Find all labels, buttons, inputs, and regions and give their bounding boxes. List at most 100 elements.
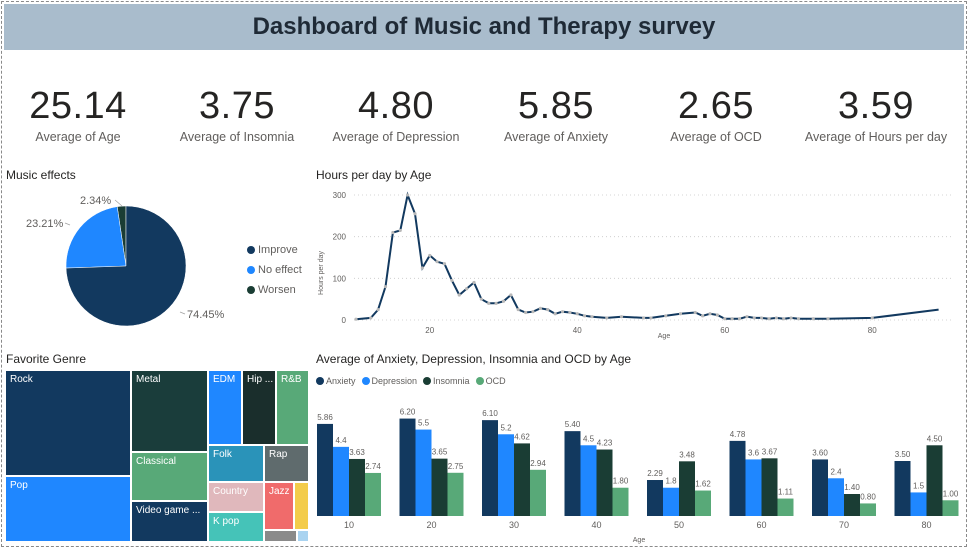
bar-insomnia-20[interactable] [431, 458, 448, 516]
treemap-tile-metal[interactable]: Metal [131, 370, 208, 452]
line-point[interactable] [509, 293, 513, 297]
treemap-tile-rock[interactable]: Rock [5, 370, 131, 476]
treemap-tile-rap[interactable]: Rap [264, 445, 309, 482]
bar-depression-20[interactable] [415, 429, 432, 516]
pie-slice-no-effect[interactable] [65, 206, 127, 269]
line-point[interactable] [782, 317, 786, 321]
bar-anxiety-70[interactable] [812, 459, 828, 516]
music-effects-pie-chart[interactable]: 2.34% 23.21% 74.45% [0, 180, 310, 350]
bar-ocd-10[interactable] [365, 472, 381, 516]
bar-insomnia-40[interactable] [596, 449, 613, 516]
line-point[interactable] [546, 307, 550, 312]
line-point[interactable] [531, 310, 535, 314]
line-point[interactable] [472, 280, 476, 285]
line-point[interactable] [693, 310, 697, 315]
line-point[interactable] [760, 316, 764, 320]
kpi-card-age[interactable]: 25.14 Average of Age [3, 84, 153, 144]
legend-item-insomnia[interactable]: Insomnia [423, 376, 470, 386]
line-point[interactable] [465, 287, 469, 291]
line-point[interactable] [568, 310, 572, 315]
line-point[interactable] [575, 312, 579, 316]
treemap-tile-video-game[interactable]: Video game ... [131, 501, 208, 542]
bar-depression-40[interactable] [580, 445, 597, 516]
bar-insomnia-70[interactable] [844, 494, 860, 516]
line-point[interactable] [487, 301, 491, 305]
line-point[interactable] [516, 307, 520, 312]
bar-ocd-30[interactable] [530, 469, 546, 516]
bar-anxiety-60[interactable] [729, 440, 746, 516]
bar-anxiety-30[interactable] [482, 420, 498, 516]
line-point[interactable] [745, 315, 749, 319]
line-point[interactable] [413, 212, 417, 216]
bar-ocd-50[interactable] [695, 490, 711, 516]
treemap-tile-kpop[interactable]: K pop [208, 512, 264, 542]
bar-depression-30[interactable] [498, 434, 514, 516]
treemap-tile-folk[interactable]: Folk [208, 445, 264, 482]
line-point[interactable] [767, 317, 771, 321]
hours-per-day-line-chart[interactable]: Hours per day Age 0 100 200 300 20 40 60 80 [312, 183, 962, 343]
legend-item-no-effect[interactable]: No effect [247, 260, 302, 280]
line-point[interactable] [501, 299, 506, 303]
treemap-tile-country[interactable]: Country [208, 482, 264, 512]
line-point[interactable] [664, 314, 668, 318]
legend-item-improve[interactable]: Improve [247, 240, 302, 260]
line-point[interactable] [435, 260, 439, 264]
bar-ocd-80[interactable] [942, 500, 959, 516]
bar-anxiety-20[interactable] [399, 418, 416, 516]
grouped-bar-chart[interactable]: 5.86 4.43.632.74 6.205.5 3.652.75 6.105.24.6… [312, 390, 967, 546]
line-point[interactable] [524, 310, 528, 315]
line-point[interactable] [538, 306, 542, 310]
bar-depression-80[interactable] [910, 492, 927, 516]
bar-anxiety-80[interactable] [894, 461, 911, 516]
bar-anxiety-10[interactable] [317, 423, 333, 516]
line-point[interactable] [708, 312, 712, 316]
line-point[interactable] [428, 253, 432, 258]
legend-item-depression[interactable]: Depression [361, 376, 417, 386]
line-point[interactable] [796, 317, 801, 321]
kpi-card-hours[interactable]: 3.59 Average of Hours per day [801, 84, 951, 144]
line-point[interactable] [479, 297, 483, 301]
line-point[interactable] [701, 314, 705, 318]
line-point[interactable] [870, 316, 874, 320]
line-point[interactable] [494, 301, 498, 305]
line-point[interactable] [398, 228, 402, 233]
treemap-tile-rnb[interactable]: R&B [276, 370, 309, 445]
treemap-tile-hip-hop[interactable]: Hip ... [242, 370, 276, 445]
bar-insomnia-80[interactable] [926, 445, 943, 516]
line-point[interactable] [737, 317, 742, 321]
treemap-tile-other-2[interactable] [264, 530, 297, 542]
legend-item-anxiety[interactable]: Anxiety [316, 376, 356, 386]
line-point[interactable] [619, 315, 624, 319]
line-point[interactable] [442, 262, 447, 266]
kpi-card-insomnia[interactable]: 3.75 Average of Insomnia [162, 84, 312, 144]
line-point[interactable] [383, 285, 388, 289]
bar-ocd-60[interactable] [777, 498, 794, 516]
line-point[interactable] [811, 317, 815, 321]
treemap-tile-other-1[interactable] [294, 482, 309, 530]
line-point[interactable] [826, 317, 830, 321]
legend-item-worsen[interactable]: Worsen [247, 280, 302, 300]
bar-ocd-20[interactable] [447, 472, 464, 516]
line-point[interactable] [457, 293, 461, 297]
treemap-tile-other-3[interactable] [297, 530, 309, 542]
bar-insomnia-50[interactable] [679, 461, 695, 516]
line-point[interactable] [354, 317, 358, 321]
legend-item-ocd[interactable]: OCD [475, 376, 506, 386]
kpi-card-ocd[interactable]: 2.65 Average of OCD [641, 84, 791, 144]
bar-depression-10[interactable] [333, 446, 349, 516]
kpi-card-depression[interactable]: 4.80 Average of Depression [321, 84, 471, 144]
bar-insomnia-60[interactable] [761, 458, 778, 516]
bar-depression-70[interactable] [828, 478, 844, 516]
line-point[interactable] [376, 307, 380, 312]
treemap-tile-classical[interactable]: Classical [131, 452, 208, 501]
treemap-tile-pop[interactable]: Pop [5, 476, 131, 542]
line-point[interactable] [420, 266, 424, 270]
bar-insomnia-30[interactable] [514, 443, 530, 516]
line-point[interactable] [723, 317, 727, 321]
line-point[interactable] [553, 312, 557, 316]
line-point[interactable] [730, 317, 734, 321]
line-point[interactable] [789, 316, 793, 320]
bar-anxiety-50[interactable] [647, 480, 663, 516]
line-point[interactable] [715, 313, 719, 317]
line-point[interactable] [752, 316, 756, 320]
